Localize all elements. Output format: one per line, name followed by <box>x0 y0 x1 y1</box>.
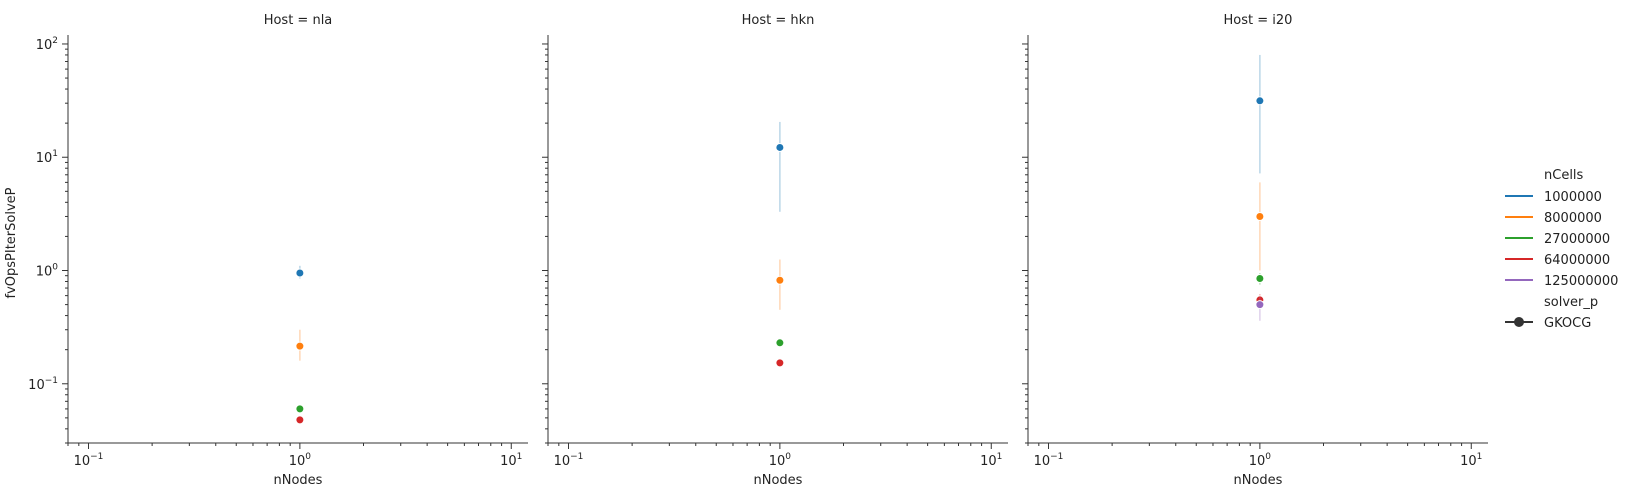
y-tick-label: 10−1 <box>28 376 58 393</box>
facet-panel-2: Host = hkn nNodes <box>542 13 1008 488</box>
panel-title: Host = nla <box>264 13 333 28</box>
facet-panel-1: Host = nla nNodes <box>62 13 528 488</box>
y-tick-label: 100 <box>36 263 59 280</box>
legend-title-solver: solver_p <box>1544 295 1598 310</box>
data-point <box>775 358 785 368</box>
legend-marker <box>1514 317 1524 327</box>
x-tick-label: 10−1 <box>554 452 584 469</box>
data-point <box>295 268 305 278</box>
x-tick-label: 100 <box>769 452 792 469</box>
x-tick-label: 100 <box>289 452 312 469</box>
x-tick-label: 101 <box>980 452 1002 469</box>
legend-label: 125000000 <box>1544 274 1618 289</box>
data-point <box>775 142 785 152</box>
legend-label: 27000000 <box>1544 232 1610 247</box>
data-point <box>295 415 305 425</box>
x-tick-label: 10−1 <box>74 452 104 469</box>
x-tick-label: 101 <box>1460 452 1482 469</box>
x-tick-label: 101 <box>500 452 522 469</box>
x-axis-label: nNodes <box>274 473 323 488</box>
panel-title: Host = hkn <box>742 13 815 28</box>
data-point <box>1255 274 1265 284</box>
legend-label: 8000000 <box>1544 211 1602 226</box>
data-point <box>1255 300 1265 310</box>
legend-label: GKOCG <box>1544 316 1591 331</box>
panel-title: Host = i20 <box>1224 13 1293 28</box>
data-point <box>295 404 305 414</box>
legend-label: 64000000 <box>1544 253 1610 268</box>
data-point <box>775 338 785 348</box>
y-tick-label: 102 <box>36 36 58 53</box>
data-point <box>1255 211 1265 221</box>
facet-panel-3: Host = i20 nNodes <box>1022 13 1488 488</box>
x-tick-label: 100 <box>1249 452 1272 469</box>
data-point <box>775 275 785 285</box>
y-tick-label: 101 <box>36 149 58 166</box>
legend-title-ncells: nCells <box>1544 168 1584 183</box>
legend: nCells 1000000 8000000 27000000 64000000 1250… <box>1505 168 1618 331</box>
x-axis-label: nNodes <box>754 473 803 488</box>
data-point <box>1255 96 1265 106</box>
x-tick-label: 10−1 <box>1034 452 1064 469</box>
legend-label: 1000000 <box>1544 190 1602 205</box>
y-axis-label: fvOpsPIterSolveP <box>4 187 19 298</box>
data-point <box>295 341 305 351</box>
x-axis-label: nNodes <box>1234 473 1283 488</box>
